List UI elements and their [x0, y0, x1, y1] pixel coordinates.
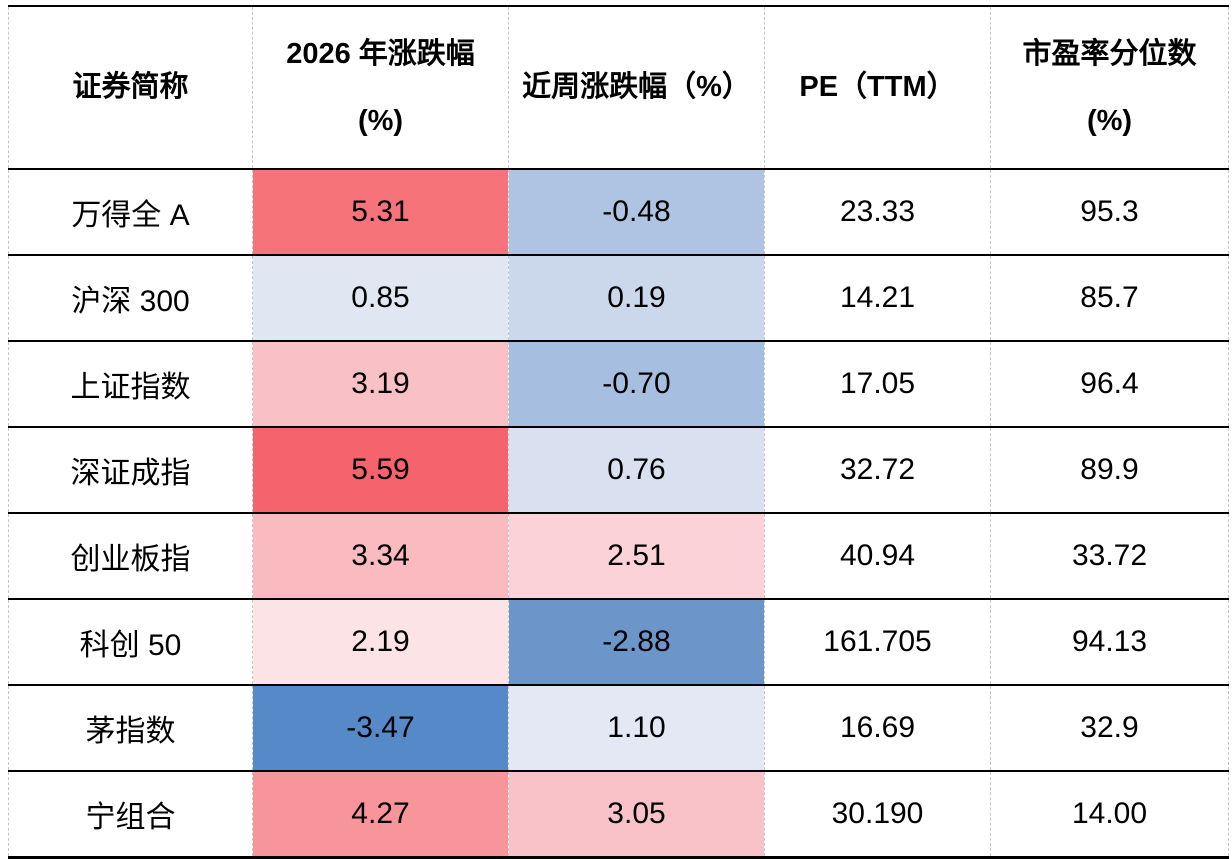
header-label: 证券简称 — [72, 71, 189, 104]
chg-week-cell: 2.51 — [508, 513, 765, 599]
security-name: 创业板指 — [8, 513, 253, 599]
chg-2026-cell: 0.85 — [252, 255, 509, 341]
security-name: 沪深 300 — [8, 255, 253, 341]
header-chg-week: 近周涨跌幅（%） — [508, 6, 765, 169]
pe-ttm-cell: 30.190 — [764, 771, 991, 858]
table-row: 宁组合 4.27 3.05 30.190 14.00 — [8, 771, 1229, 858]
pe-ttm-cell: 16.69 — [764, 685, 991, 771]
header-label-unit: (%) — [357, 104, 404, 137]
header-label-unit: (%) — [1086, 104, 1133, 137]
header-label: PE（TTM） — [799, 71, 956, 104]
data-table: 证券简称 2026 年涨跌幅 (%) 近周涨跌幅（%） PE（TTM） 市盈率分… — [8, 5, 1229, 859]
chg-week-cell: 3.05 — [508, 771, 765, 858]
table-row: 上证指数 3.19 -0.70 17.05 96.4 — [8, 341, 1229, 427]
table-row: 沪深 300 0.85 0.19 14.21 85.7 — [8, 255, 1229, 341]
chg-week-cell: -2.88 — [508, 599, 765, 685]
chg-week-cell: -0.70 — [508, 341, 765, 427]
chg-2026-cell: 5.31 — [252, 169, 509, 255]
pe-percentile-cell: 89.9 — [990, 427, 1229, 513]
pe-ttm-cell: 17.05 — [764, 341, 991, 427]
chg-2026-cell: 3.19 — [252, 341, 509, 427]
chg-2026-cell: -3.47 — [252, 685, 509, 771]
chg-2026-cell: 3.34 — [252, 513, 509, 599]
pe-percentile-cell: 96.4 — [990, 341, 1229, 427]
pe-ttm-cell: 40.94 — [764, 513, 991, 599]
pe-percentile-cell: 94.13 — [990, 599, 1229, 685]
header-pe-percentile: 市盈率分位数 (%) — [990, 6, 1229, 169]
pe-percentile-cell: 14.00 — [990, 771, 1229, 858]
header-row: 证券简称 2026 年涨跌幅 (%) 近周涨跌幅（%） PE（TTM） 市盈率分… — [8, 6, 1229, 169]
security-name: 万得全 A — [8, 169, 253, 255]
table-row: 深证成指 5.59 0.76 32.72 89.9 — [8, 427, 1229, 513]
security-name: 科创 50 — [8, 599, 253, 685]
security-name: 深证成指 — [8, 427, 253, 513]
chg-week-cell: -0.48 — [508, 169, 765, 255]
table-row: 万得全 A 5.31 -0.48 23.33 95.3 — [8, 169, 1229, 255]
table-row: 创业板指 3.34 2.51 40.94 33.72 — [8, 513, 1229, 599]
chg-week-cell: 1.10 — [508, 685, 765, 771]
chg-week-cell: 0.76 — [508, 427, 765, 513]
chg-2026-cell: 5.59 — [252, 427, 509, 513]
pe-percentile-cell: 85.7 — [990, 255, 1229, 341]
header-label: 市盈率分位数 — [1022, 37, 1197, 70]
header-chg-2026: 2026 年涨跌幅 (%) — [252, 6, 509, 169]
header-label: 2026 年涨跌幅 — [286, 37, 475, 70]
pe-ttm-cell: 161.705 — [764, 599, 991, 685]
index-valuation-table: 证券简称 2026 年涨跌幅 (%) 近周涨跌幅（%） PE（TTM） 市盈率分… — [8, 5, 1229, 858]
header-label: 近周涨跌幅（%） — [522, 71, 751, 104]
pe-ttm-cell: 32.72 — [764, 427, 991, 513]
pe-percentile-cell: 32.9 — [990, 685, 1229, 771]
pe-ttm-cell: 14.21 — [764, 255, 991, 341]
chg-2026-cell: 4.27 — [252, 771, 509, 858]
header-security-name: 证券简称 — [8, 6, 253, 169]
pe-percentile-cell: 33.72 — [990, 513, 1229, 599]
security-name: 上证指数 — [8, 341, 253, 427]
security-name: 宁组合 — [8, 771, 253, 858]
pe-ttm-cell: 23.33 — [764, 169, 991, 255]
table-row: 科创 50 2.19 -2.88 161.705 94.13 — [8, 599, 1229, 685]
security-name: 茅指数 — [8, 685, 253, 771]
header-pe-ttm: PE（TTM） — [764, 6, 991, 169]
table-row: 茅指数 -3.47 1.10 16.69 32.9 — [8, 685, 1229, 771]
chg-2026-cell: 2.19 — [252, 599, 509, 685]
pe-percentile-cell: 95.3 — [990, 169, 1229, 255]
chg-week-cell: 0.19 — [508, 255, 765, 341]
